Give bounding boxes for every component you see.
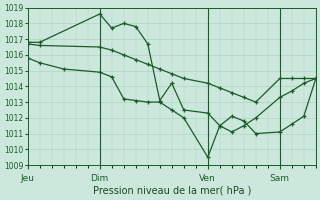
X-axis label: Pression niveau de la mer( hPa ): Pression niveau de la mer( hPa ) [92, 186, 251, 196]
